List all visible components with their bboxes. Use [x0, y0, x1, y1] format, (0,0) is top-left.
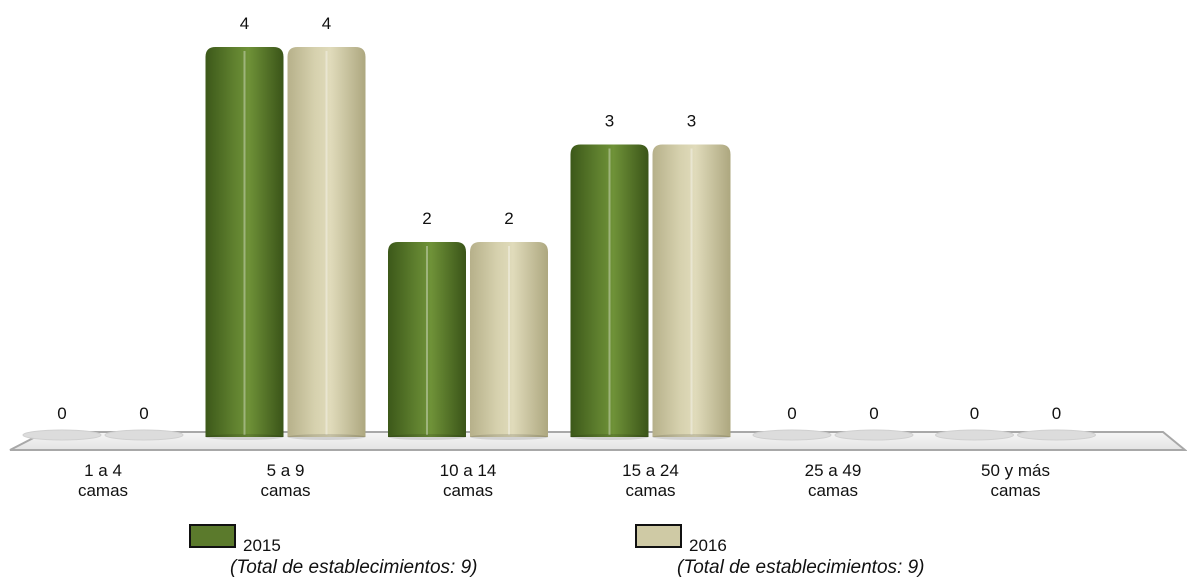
legend-item-2016: 2016 (Total de establecimientos: 9): [635, 524, 924, 578]
legend-note-2015: (Total de establecimientos: 9): [230, 557, 477, 578]
value-label-2015-2: 2: [422, 209, 431, 228]
bar-base-2015-1: [205, 434, 284, 440]
category-label: 1 a 4 camas: [78, 461, 128, 500]
bar-base-2015-2: [388, 434, 466, 440]
legend-swatch-2015: [189, 524, 236, 548]
value-label-2015-3: 3: [605, 112, 614, 131]
bar-2016-5: [1017, 429, 1096, 441]
bar-base-2016-3: [652, 434, 731, 440]
labels-layer: 0 0 4 4 2 2 3 3 0 0 0 0: [57, 14, 1061, 423]
value-label-2016-3: 3: [687, 112, 696, 131]
bar-2015-2: [388, 242, 466, 437]
bar-2016-3: [652, 144, 731, 437]
category-labels: 1 a 4 camas 5 a 9 camas 10 a 14 camas 15 a 24 c…: [78, 461, 1050, 500]
category-label: 50 y más camas: [981, 461, 1050, 500]
legend-label-2016: 2016: [689, 536, 727, 555]
bar-base-2015-3: [570, 434, 649, 440]
legend: 2015 (Total de establecimientos: 9) 2016…: [189, 524, 924, 578]
bar-2015-5: [935, 429, 1014, 441]
bar-2016-4: [834, 429, 914, 441]
bars-layer: [22, 47, 1096, 441]
bar-2015-1: [205, 47, 284, 437]
bar-base-2016-2: [470, 434, 548, 440]
legend-label-2015: 2015: [243, 536, 281, 555]
bar-base-2016-1: [287, 434, 366, 440]
legend-swatch-2016: [635, 524, 682, 548]
bar-2015-0: [22, 429, 102, 441]
category-label: 5 a 9 camas: [260, 461, 310, 500]
value-label-2016-5: 0: [1052, 404, 1061, 423]
bar-2016-2: [470, 242, 548, 437]
bar-2016-1: [287, 47, 366, 437]
value-label-2015-0: 0: [57, 404, 66, 423]
value-label-2016-2: 2: [504, 209, 513, 228]
category-label: 15 a 24 camas: [622, 461, 679, 500]
value-label-2016-0: 0: [139, 404, 148, 423]
bar-2015-4: [752, 429, 832, 441]
category-label: 10 a 14 camas: [440, 461, 497, 500]
value-label-2016-1: 4: [322, 14, 331, 33]
value-label-2015-1: 4: [240, 14, 249, 33]
bar-2015-3: [570, 144, 649, 437]
legend-item-2015: 2015 (Total de establecimientos: 9): [189, 524, 477, 578]
value-label-2016-4: 0: [869, 404, 878, 423]
legend-note-2016: (Total de establecimientos: 9): [677, 557, 924, 578]
value-label-2015-4: 0: [787, 404, 796, 423]
bar-2016-0: [104, 429, 184, 441]
category-label: 25 a 49 camas: [805, 461, 862, 500]
value-label-2015-5: 0: [970, 404, 979, 423]
